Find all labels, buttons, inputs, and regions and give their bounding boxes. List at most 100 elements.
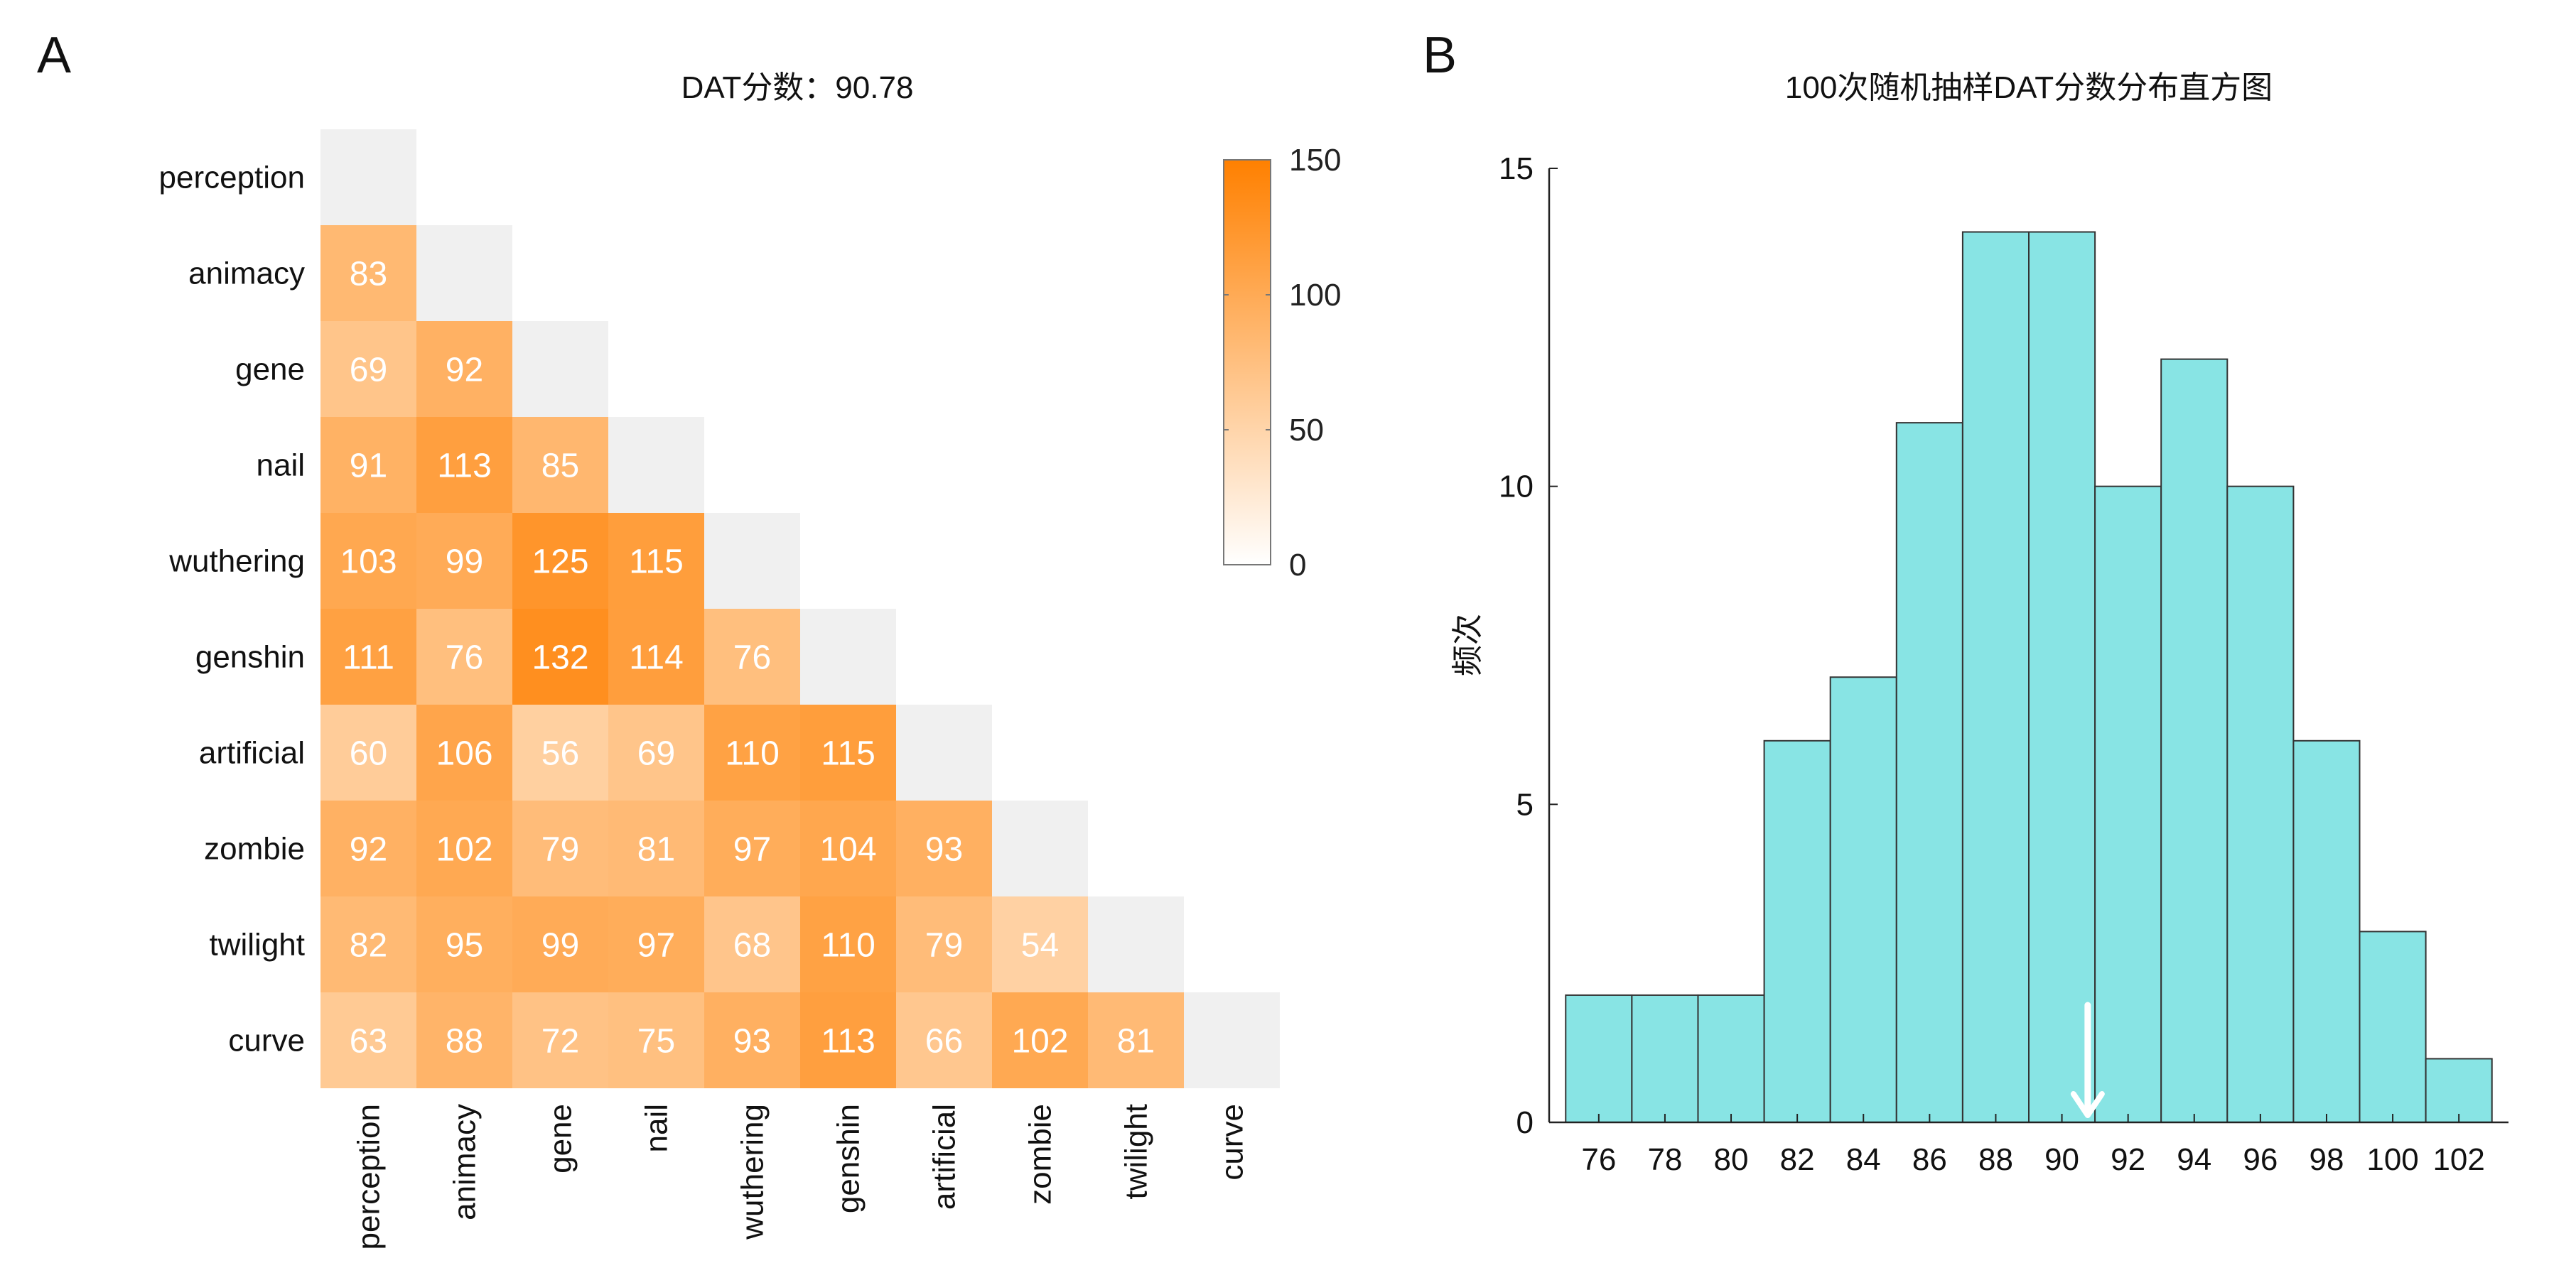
heatmap-cell — [320, 801, 416, 896]
heatmap-cell-value: 69 — [637, 735, 675, 773]
heatmap-cell — [704, 801, 800, 896]
heatmap-column-label: genshin — [831, 1104, 866, 1213]
heatmap-cell-value: 69 — [350, 352, 387, 389]
heatmap-cell-value: 81 — [1117, 1023, 1155, 1061]
heatmap-diagonal-cell — [1088, 896, 1184, 992]
colorbar: 0 50 100 150 — [1223, 143, 1341, 582]
heatmap-cell — [800, 705, 896, 801]
y-tick-label: 0 — [1516, 1105, 1534, 1140]
heatmap-cell — [608, 705, 704, 801]
heatmap-cell-value: 115 — [821, 735, 875, 773]
heatmap-cell-value: 88 — [446, 1023, 483, 1061]
x-tick-label: 78 — [1647, 1142, 1682, 1177]
heatmap-cell-value: 79 — [541, 831, 579, 869]
y-tick-label: 15 — [1499, 151, 1534, 186]
heatmap-cell — [320, 321, 416, 417]
heatmap-row-labels: perception animacy gene nail wuthering genshi… — [159, 161, 305, 1058]
heatmap-cell-value: 102 — [436, 831, 492, 869]
heatmap-cell — [320, 896, 416, 992]
heatmap-cell — [608, 992, 704, 1088]
heatmap-cell — [800, 896, 896, 992]
heatmap-cell-value: 110 — [821, 927, 875, 965]
x-tick-label: 96 — [2243, 1142, 2278, 1177]
x-tick-label: 82 — [1780, 1142, 1815, 1177]
heatmap-cells: 83 69 92 91 113 85 103 99 125 115 111 76 132 114 76 60 1… — [320, 129, 1280, 1088]
histogram-bar — [2028, 231, 2096, 1123]
heatmap-cell-value: 110 — [725, 735, 780, 773]
heatmap-cell-value: 56 — [541, 735, 579, 773]
heatmap-cell — [416, 896, 512, 992]
colorbar-gradient — [1223, 159, 1271, 565]
heatmap-cell — [320, 609, 416, 705]
heatmap-cell-value: 97 — [733, 831, 771, 869]
heatmap-cell-value: 102 — [1011, 1023, 1068, 1061]
heatmap-cell-value: 85 — [541, 448, 579, 485]
heatmap-cell — [416, 609, 512, 705]
x-axis-ticks: 76 78 80 82 84 86 88 90 92 94 96 98 100 102 — [1581, 1114, 2485, 1177]
heatmap-cell — [512, 801, 608, 896]
heatmap-cell-value: 66 — [925, 1023, 963, 1061]
x-tick-label: 98 — [2309, 1142, 2344, 1177]
y-tick-label: 5 — [1516, 787, 1534, 822]
x-tick-label: 90 — [2044, 1142, 2079, 1177]
heatmap-row-label: gene — [235, 352, 305, 387]
histogram-bar — [2359, 931, 2427, 1124]
heatmap-cell-value: 111 — [343, 639, 394, 677]
histogram-bar — [2425, 1058, 2493, 1124]
heatmap-cell-value: 83 — [350, 256, 387, 293]
heatmap-cell — [608, 801, 704, 896]
heatmap-cell — [320, 225, 416, 321]
heatmap-diagonal-cell — [896, 705, 992, 801]
heatmap-cell — [416, 417, 512, 513]
heatmap-cell — [416, 321, 512, 417]
heatmap-diagonal-cell — [800, 609, 896, 705]
heatmap-cell-value: 92 — [350, 831, 387, 869]
marker-arrow-head — [2070, 1091, 2105, 1118]
heatmap-cell — [512, 609, 608, 705]
heatmap-row-label: twilight — [210, 928, 306, 963]
heatmap-row-label: perception — [159, 161, 305, 195]
heatmap-cell — [320, 705, 416, 801]
heatmap-cell-value: 103 — [340, 543, 397, 581]
heatmap-row-label: zombie — [204, 832, 305, 867]
heatmap-cell — [416, 801, 512, 896]
heatmap-row-label: genshin — [195, 640, 305, 675]
x-tick-label: 80 — [1714, 1142, 1749, 1177]
heatmap-diagonal-cell — [992, 801, 1088, 896]
x-tick-label: 102 — [2432, 1142, 2484, 1177]
heatmap-cell — [896, 801, 992, 896]
heatmap-cell — [704, 705, 800, 801]
heatmap-panel: A DAT分数：90.78 83 69 92 91 113 85 103 99 125 115 11… — [37, 27, 1341, 1250]
heatmap-cell — [416, 513, 512, 609]
heatmap-diagonal-cell — [320, 129, 416, 225]
heatmap-column-label: artificial — [927, 1104, 962, 1210]
y-axis-ticks: 0 5 10 15 — [1499, 151, 1558, 1140]
heatmap-row-label: nail — [257, 448, 306, 483]
heatmap-cell-value: 99 — [541, 927, 579, 965]
heatmap-cell-value: 114 — [629, 639, 684, 677]
heatmap-column-label: nail — [640, 1104, 674, 1153]
heatmap-cell-value: 93 — [733, 1023, 771, 1061]
heatmap-cell-value: 93 — [925, 831, 963, 869]
heatmap-cell-value: 54 — [1021, 927, 1059, 965]
heatmap-cell-value: 132 — [532, 639, 588, 677]
heatmap-title: DAT分数：90.78 — [681, 70, 914, 105]
heatmap-cell-value: 60 — [350, 735, 387, 773]
colorbar-tick-label: 100 — [1289, 278, 1341, 313]
heatmap-diagonal-cell — [608, 417, 704, 513]
histogram-panel: B 100次随机抽样DAT分数分布直方图 0 5 10 15 76 78 80 82 84 86… — [1423, 27, 2508, 1177]
heatmap-column-label: twilight — [1119, 1104, 1154, 1200]
heatmap-cell-value: 75 — [637, 1023, 675, 1061]
heatmap-cell-value: 125 — [532, 543, 588, 581]
heatmap-cell — [512, 417, 608, 513]
heatmap-cell-value: 81 — [637, 831, 675, 869]
heatmap-diagonal-cell — [704, 513, 800, 609]
histogram-axes — [1548, 168, 2508, 1124]
heatmap-cell — [704, 896, 800, 992]
heatmap-cell-value: 76 — [733, 639, 771, 677]
x-tick-label: 88 — [1978, 1142, 2013, 1177]
histogram-bars — [1565, 231, 2493, 1124]
heatmap-cell-value: 72 — [541, 1023, 579, 1061]
heatmap-cell-value: 95 — [446, 927, 483, 965]
